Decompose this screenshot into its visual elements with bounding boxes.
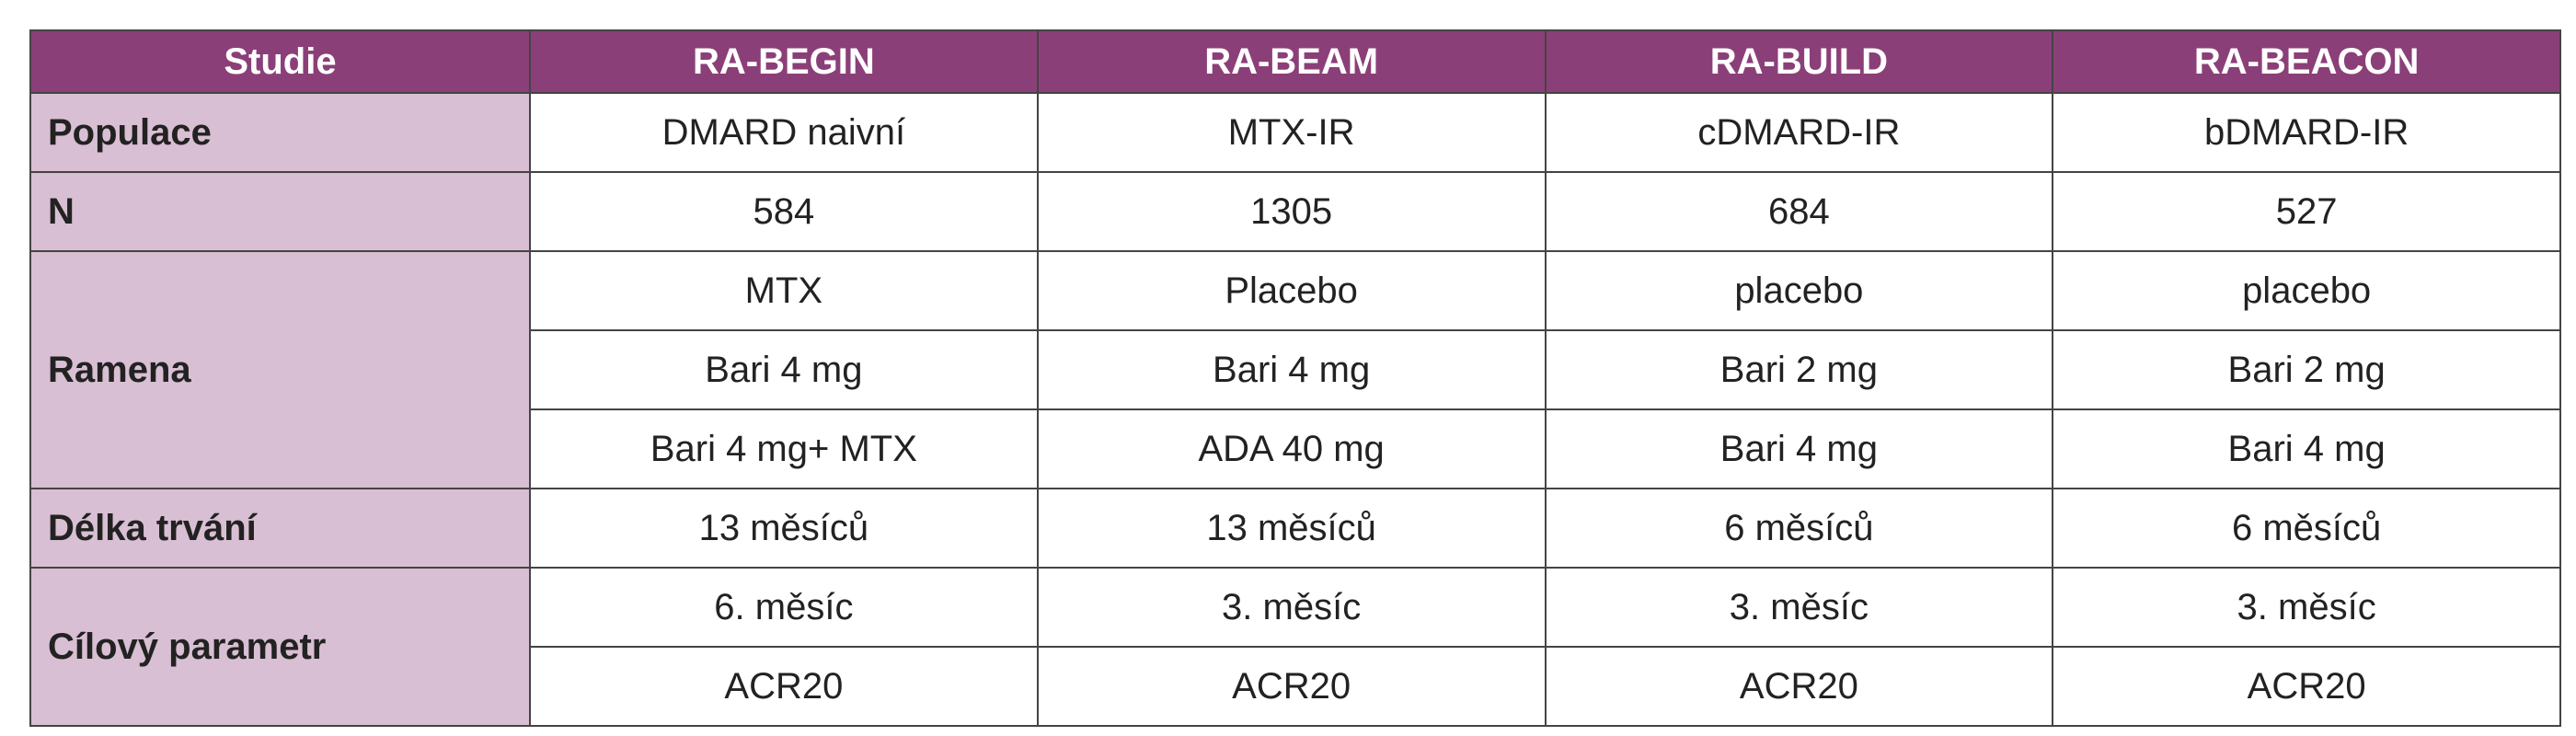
table-row: Bari 4 mg Bari 4 mg Bari 2 mg Bari 2 mg [30,329,2561,410]
table-cell: ACR20 [1036,646,1547,727]
table-cell: Placebo [1036,250,1547,331]
table-cell: bDMARD-IR [2052,92,2561,173]
row-label: Populace [29,92,531,173]
table-cell: placebo [2052,250,2561,331]
table-head: Studie RA-BEGIN RA-BEAM RA-BUILD RA-BEACON [29,29,2561,94]
table-cell: 6 měsíců [2052,488,2561,569]
table-cell: placebo [1544,250,2054,331]
table-row: Ramena MTX Placebo placebo placebo [29,250,2561,489]
table-cell: ACR20 [1544,646,2054,727]
table-cell: ACR20 [2052,646,2561,727]
table-cell: Bari 2 mg [1544,329,2054,410]
header-cell: RA-BUILD [1544,29,2054,94]
table-body: Populace DMARD naivní MTX-IR cDMARD-IR bDMAR… [29,92,2561,727]
table-cell: Bari 4 mg [1036,329,1547,410]
table-cell: 13 měsíců [529,488,1039,569]
header-cell: Studie [29,29,531,94]
row-label: Délka trvání [29,488,531,569]
table-cell: 6. měsíc [529,567,1039,648]
row-label: N [29,171,531,252]
table-cell: 3. měsíc [1036,567,1547,648]
table-cell: Bari 2 mg [2052,329,2561,410]
header-cell: RA-BEACON [2052,29,2561,94]
table-cell: DMARD naivní [529,92,1039,173]
header-cell: RA-BEGIN [529,29,1039,94]
table-cell: 6 měsíců [1544,488,2054,569]
table-cell: 3. měsíc [2052,567,2561,648]
header-row: Studie RA-BEGIN RA-BEAM RA-BUILD RA-BEACON [29,29,2561,94]
table-cell: ADA 40 mg [1036,408,1547,489]
table-cell: Bari 4 mg [2052,408,2561,489]
row-label: Cílový parametr [29,567,531,727]
table-cell: Bari 4 mg [1544,408,2054,489]
table-row: Bari 4 mg+ MTX ADA 40 mg Bari 4 mg Bari 4 m… [30,408,2561,489]
table-cell: MTX [529,250,1039,331]
table-cell: 527 [2052,171,2561,252]
table-cell: 13 měsíců [1036,488,1547,569]
table-cell: MTX-IR [1036,92,1547,173]
table-cell: 584 [529,171,1039,252]
table-cell: ACR20 [529,646,1039,727]
table-cell: Bari 4 mg+ MTX [529,408,1039,489]
table-cell: 1305 [1036,171,1547,252]
table-row: ACR20 ACR20 ACR20 ACR20 [30,646,2561,727]
table-row: Délka trvání 13 měsíců 13 měsíců 6 měsíců 6 … [29,488,2561,569]
header-cell: RA-BEAM [1036,29,1547,94]
table-row: N 584 1305 684 527 [29,171,2561,252]
study-table: Studie RA-BEGIN RA-BEAM RA-BUILD RA-BEACON P… [29,29,2561,727]
table-cell: 684 [1544,171,2054,252]
table-row: Cílový parametr 6. měsíc 3. měsíc 3. měsíc 3… [29,567,2561,727]
table-row: Populace DMARD naivní MTX-IR cDMARD-IR bDMAR… [29,92,2561,173]
table-cell: 3. měsíc [1544,567,2054,648]
table-cell: Bari 4 mg [529,329,1039,410]
table-cell: cDMARD-IR [1544,92,2054,173]
row-label: Ramena [29,250,531,489]
